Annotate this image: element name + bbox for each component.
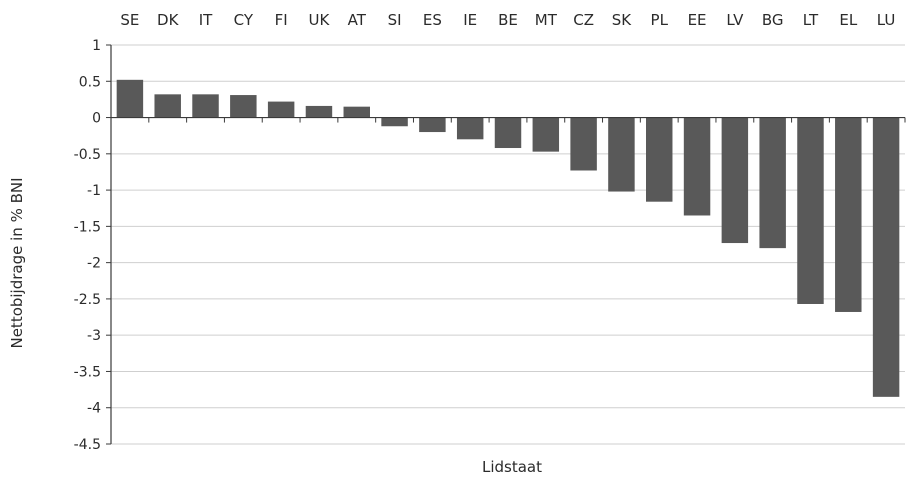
bar-si <box>381 117 408 127</box>
bars <box>116 79 906 397</box>
category-label-lt: LT <box>803 11 819 29</box>
category-label-fi: FI <box>275 11 288 29</box>
y-tick-label: -3.5 <box>74 364 101 380</box>
bar-cy <box>230 95 257 118</box>
bar-lv <box>721 117 749 244</box>
category-label-be: BE <box>498 11 518 29</box>
category-label-sk: SK <box>612 11 633 29</box>
category-label-lv: LV <box>726 11 744 29</box>
category-label-bg: BG <box>762 11 784 29</box>
category-label-dk: DK <box>157 11 180 29</box>
bar-cz <box>570 117 597 171</box>
bar-pl <box>646 117 673 202</box>
bar-es <box>419 117 446 133</box>
bar-fi <box>267 101 295 118</box>
category-label-el: EL <box>839 11 857 29</box>
bar-el <box>835 117 862 312</box>
y-tick-labels: 1 0.5 0 -0.5 -1 -1.5 -2 -2.5 -3 -3.5 -4 -4.5 <box>74 38 111 453</box>
bar-at <box>343 106 370 118</box>
category-label-pl: PL <box>651 11 669 29</box>
y-tick-label: 0.5 <box>79 74 101 90</box>
y-tick-label: -2.5 <box>74 292 101 308</box>
y-tick-label: -3 <box>87 328 101 344</box>
y-tick-label: -0.5 <box>74 147 101 163</box>
y-axis-title: Nettobijdrage in % BNI <box>8 177 26 348</box>
y-tick-label: -1.5 <box>74 219 101 235</box>
bar-dk <box>154 94 181 118</box>
category-label-lu: LU <box>877 11 896 29</box>
category-label-es: ES <box>423 11 442 29</box>
category-label-it: IT <box>199 11 213 29</box>
y-tick-label: -2 <box>87 256 101 272</box>
category-label-mt: MT <box>535 11 558 29</box>
bar-be <box>494 117 522 149</box>
bar-uk <box>305 105 333 118</box>
y-tick-label: -4 <box>87 401 101 417</box>
category-label-ee: EE <box>688 11 707 29</box>
bar-mt <box>532 117 560 152</box>
x-axis-title: Lidstaat <box>482 458 542 476</box>
category-label-at: AT <box>348 11 367 29</box>
bar-bg <box>759 117 786 249</box>
axes <box>110 45 905 444</box>
category-label-se: SE <box>120 11 139 29</box>
category-labels: SE DK IT CY FI UK AT SI ES IE BE MT CZ SK PL EE LV BG LT EL… <box>120 11 895 29</box>
bar-ee <box>683 117 711 216</box>
y-tick-label: 0 <box>92 111 101 127</box>
category-label-uk: UK <box>309 11 331 29</box>
y-tick-label: -1 <box>87 183 101 199</box>
y-tick-label: 1 <box>92 38 101 54</box>
bar-ie <box>456 117 484 140</box>
bar-lt <box>797 117 824 304</box>
bar-lu <box>872 117 900 397</box>
bar-se <box>116 79 144 118</box>
category-label-ie: IE <box>463 11 477 29</box>
category-label-cy: CY <box>234 11 254 29</box>
category-label-cz: CZ <box>573 11 594 29</box>
y-tick-label: -4.5 <box>74 437 101 453</box>
bar-sk <box>608 117 635 192</box>
category-label-si: SI <box>388 11 402 29</box>
bar-it <box>192 94 219 118</box>
